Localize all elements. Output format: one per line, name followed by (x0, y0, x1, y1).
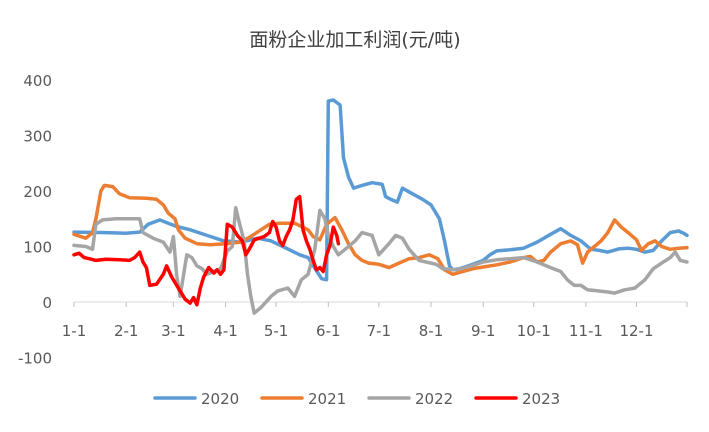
x-tick-label: 7-1 (367, 322, 392, 340)
x-tick-label: 11-1 (569, 322, 603, 340)
x-tick-label: 3-1 (161, 322, 186, 340)
x-tick-label: 6-1 (316, 322, 341, 340)
y-tick-label: 400 (23, 72, 52, 90)
x-tick-label: 10-1 (517, 322, 551, 340)
chart-title: 面粉企业加工利润(元/吨) (249, 29, 460, 51)
x-tick-label: 4-1 (213, 322, 238, 340)
series-line-2022 (72, 205, 689, 315)
y-tick-label: 100 (23, 239, 52, 257)
x-tick-label: 5-1 (264, 322, 289, 340)
legend-label-2021: 2021 (308, 390, 346, 408)
legend-label-2022: 2022 (415, 390, 453, 408)
legend-label-2020: 2020 (201, 390, 239, 408)
y-tick-label: -100 (18, 350, 52, 368)
y-tick-label: 200 (23, 183, 52, 201)
x-tick-label: 8-1 (419, 322, 444, 340)
x-tick-label: 1-1 (62, 322, 87, 340)
x-tick-label: 12-1 (619, 322, 653, 340)
y-tick-label: 0 (42, 294, 52, 312)
series-line-2023 (72, 194, 341, 307)
series-layer (72, 98, 689, 315)
x-tick-label: 9-1 (471, 322, 496, 340)
legend-label-2023: 2023 (522, 390, 560, 408)
series-line-2021 (72, 183, 689, 277)
legend: 2020 2021 2022 2023 (153, 390, 560, 408)
x-tick-label: 2-1 (114, 322, 139, 340)
y-tick-label: 300 (23, 128, 52, 146)
axes: 400 300 200 100 0 -100 1-1 2-1 3-1 4-1 5-1 6-1 7-1 8-… (18, 72, 688, 368)
